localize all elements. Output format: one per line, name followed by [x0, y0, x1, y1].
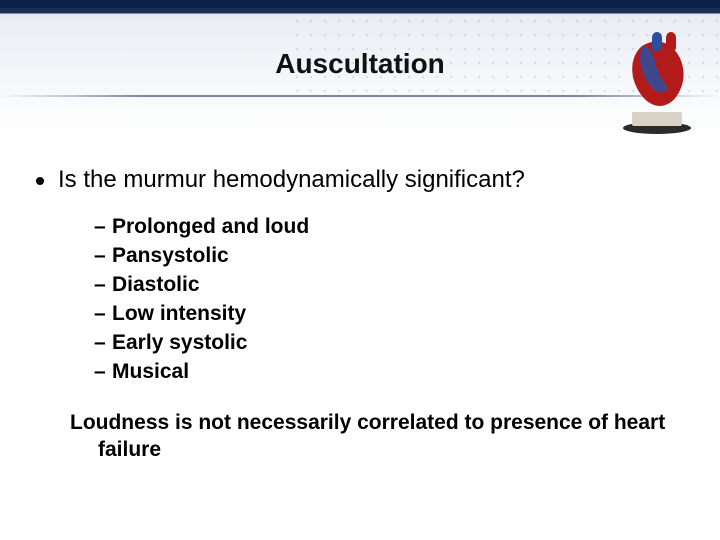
sub-list-item: – Early systolic: [94, 329, 684, 358]
dash-icon: –: [94, 358, 112, 387]
main-bullet: Is the murmur hemodynamically significan…: [36, 165, 684, 195]
sub-item-label: Early systolic: [112, 329, 247, 358]
bullet-dot-icon: [36, 177, 44, 185]
sub-item-label: Musical: [112, 358, 189, 387]
main-question-text: Is the murmur hemodynamically significan…: [58, 165, 525, 195]
sub-list-item: – Musical: [94, 358, 684, 387]
sub-item-label: Prolonged and loud: [112, 213, 309, 242]
sub-list-item: – Low intensity: [94, 300, 684, 329]
footer-note: Loudness is not necessarily correlated t…: [70, 409, 684, 464]
dash-icon: –: [94, 300, 112, 329]
content-area: Is the murmur hemodynamically significan…: [36, 165, 684, 463]
dash-icon: –: [94, 242, 112, 271]
sub-list-item: – Prolonged and loud: [94, 213, 684, 242]
sub-item-label: Diastolic: [112, 271, 200, 300]
dash-icon: –: [94, 329, 112, 358]
sub-item-label: Low intensity: [112, 300, 246, 329]
dash-icon: –: [94, 213, 112, 242]
sub-list-item: – Pansystolic: [94, 242, 684, 271]
sub-list: – Prolonged and loud – Pansystolic – Dia…: [94, 213, 684, 387]
sub-list-item: – Diastolic: [94, 271, 684, 300]
heart-model-image: [612, 16, 702, 136]
dash-icon: –: [94, 271, 112, 300]
sub-item-label: Pansystolic: [112, 242, 229, 271]
